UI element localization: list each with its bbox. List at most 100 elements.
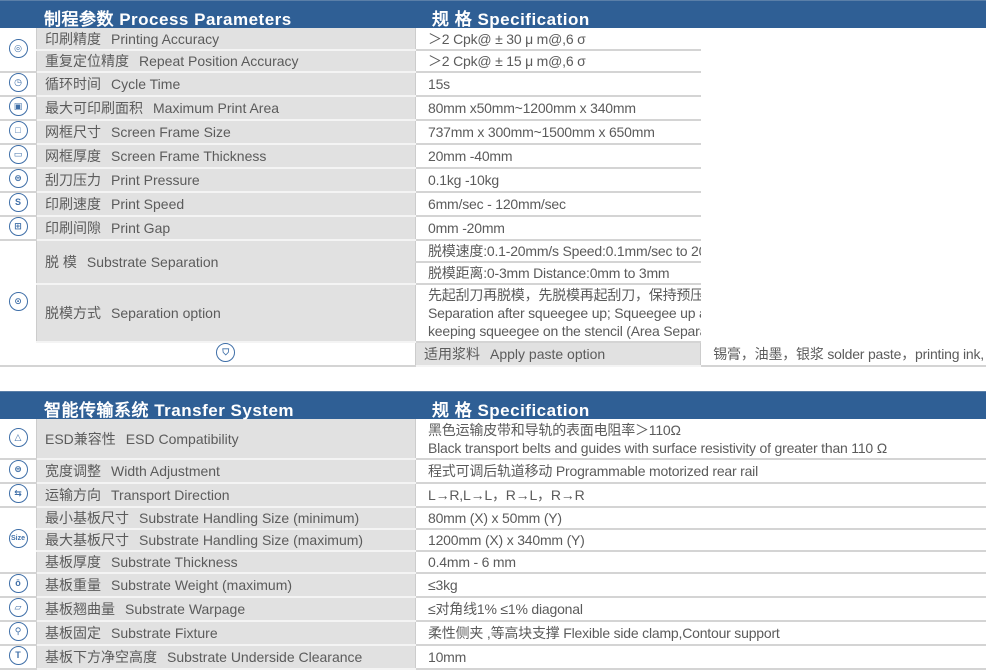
parameter-label: 基板翘曲量 Substrate Warpage xyxy=(37,597,416,621)
label-en: Substrate Warpage xyxy=(125,601,245,617)
icon-cell: ⛉ xyxy=(37,342,416,366)
process-parameters-section: 制程参数 Process Parameters 规 格 Specificatio… xyxy=(0,0,986,367)
label-en: Screen Frame Thickness xyxy=(111,148,266,164)
spec-line: ＞2 Cpk@ ± 30 μ m@,6 σ xyxy=(428,30,701,48)
spec-line: 80mm x50mm~1200mm x 340mm xyxy=(428,99,701,117)
spec-value: ＞2 Cpk@ ± 15 μ m@,6 σ xyxy=(416,50,701,72)
clearance-icon: T xyxy=(9,646,28,665)
paste-cup-icon: ⛉ xyxy=(216,343,235,362)
label-cn: 宽度调整 xyxy=(45,463,101,479)
label-en: Print Speed xyxy=(111,196,184,212)
spec-value: 6mm/sec - 120mm/sec xyxy=(416,192,701,216)
transport-direction-icon: ⇆ xyxy=(9,484,28,503)
spec-value: 80mm x50mm~1200mm x 340mm xyxy=(416,96,701,120)
print-area-icon: ▣ xyxy=(9,97,28,116)
target-icon: ◎ xyxy=(9,39,28,58)
label-en: Substrate Underside Clearance xyxy=(167,649,362,665)
speed-icon: S xyxy=(9,193,28,212)
label-en: Substrate Weight (maximum) xyxy=(111,577,292,593)
spec-line: 80mm (X) x 50mm (Y) xyxy=(428,509,986,527)
spec-value: ＞2 Cpk@ ± 30 μ m@,6 σ xyxy=(416,28,701,50)
label-cn: 脱 模 xyxy=(45,254,77,270)
spec-value: 先起刮刀再脱模，先脱模再起刮刀，保持预压力脱模（面脱模，线脱模）Separati… xyxy=(416,284,701,342)
spec-line: 737mm x 300mm~1500mm x 650mm xyxy=(428,123,701,141)
icon-cell: △ xyxy=(0,419,37,459)
label-en: Screen Frame Size xyxy=(111,124,231,140)
icon-cell: ⊜ xyxy=(0,168,37,192)
table-row: T 基板下方净空高度 Substrate Underside Clearance 10… xyxy=(0,645,986,669)
weight-icon: ō xyxy=(9,574,28,593)
spec-line: Separation after squeegee up; Squeegee u… xyxy=(428,304,701,322)
spec-line: keeping squeegee on the stencil (Area Se… xyxy=(428,322,701,340)
label-en: Width Adjustment xyxy=(111,463,220,479)
label-cn: 基板厚度 xyxy=(45,554,101,570)
parameter-label: 宽度调整 Width Adjustment xyxy=(37,459,416,483)
spec-line: 6mm/sec - 120mm/sec xyxy=(428,195,701,213)
icon-cell: ⇆ xyxy=(0,483,37,507)
label-cn: 最大可印刷面积 xyxy=(45,100,143,116)
spec-line: ≤对角线1% ≤1% diagonal xyxy=(428,600,986,618)
screen-frame-icon: □ xyxy=(9,121,28,140)
spec-line: L→R,L→L，R→L，R→R xyxy=(428,486,986,504)
label-cn: 重复定位精度 xyxy=(45,53,129,69)
fixture-icon: ⚲ xyxy=(9,622,28,641)
table-row: 最大基板尺寸 Substrate Handling Size (maximum) 1… xyxy=(0,529,986,551)
spec-value: 柔性侧夹 ,等高块支撑 Flexible side clamp,Contour … xyxy=(416,621,986,645)
label-cn: 基板翘曲量 xyxy=(45,601,115,617)
icon-cell: ◷ xyxy=(0,72,37,96)
icon-cell: ▭ xyxy=(0,144,37,168)
spec-line: 10mm xyxy=(428,648,986,666)
spec-line: 20mm -40mm xyxy=(428,147,701,165)
table-row: ▭ 网框厚度 Screen Frame Thickness 20mm -40mm xyxy=(0,144,986,168)
spec-line: 程式可调后轨道移动 Programmable motorized rear ra… xyxy=(428,462,986,480)
spec-line: 15s xyxy=(428,75,701,93)
clock-icon: ◷ xyxy=(9,73,28,92)
header-title: 制程参数 Process Parameters xyxy=(44,5,292,30)
spec-line: 黑色运输皮带和导轨的表面电阻率＞110Ω xyxy=(428,421,986,439)
parameter-label: 网框厚度 Screen Frame Thickness xyxy=(37,144,416,168)
icon-cell: ⊙ xyxy=(0,240,37,366)
icon-cell: ⊜ xyxy=(0,459,37,483)
section-header: 智能传输系统 Transfer System 规 格 Specification xyxy=(0,391,986,419)
spec-line: 1200mm (X) x 340mm (Y) xyxy=(428,531,986,549)
spec-value: 737mm x 300mm~1500mm x 650mm xyxy=(416,120,701,144)
spec-value: 0mm -20mm xyxy=(416,216,701,240)
spec-line: 0.1kg -10kg xyxy=(428,171,701,189)
icon-cell: ⊞ xyxy=(0,216,37,240)
spec-line: 0.4mm - 6 mm xyxy=(428,553,986,571)
spec-value: 15s xyxy=(416,72,701,96)
size-icon: Size xyxy=(9,529,28,548)
label-en: ESD Compatibility xyxy=(126,431,239,447)
separation-icon: ⊙ xyxy=(9,292,28,311)
label-cn: 印刷间隙 xyxy=(45,220,101,236)
label-en: Printing Accuracy xyxy=(111,31,219,47)
transfer-table: △ ESD兼容性 ESD Compatibility 黑色运输皮带和导轨的表面电阻率＞… xyxy=(0,419,986,670)
label-cn: ESD兼容性 xyxy=(45,431,116,447)
transfer-system-section: 智能传输系统 Transfer System 规 格 Specification… xyxy=(0,391,986,670)
label-cn: 网框厚度 xyxy=(45,148,101,164)
icon-cell: ▣ xyxy=(0,96,37,120)
spec-value: 0.1kg -10kg xyxy=(416,168,701,192)
label-en: Substrate Thickness xyxy=(111,554,238,570)
section-spacer xyxy=(0,367,986,391)
label-en: Substrate Handling Size (maximum) xyxy=(139,532,363,548)
spec-value: L→R,L→L，R→L，R→R xyxy=(416,483,986,507)
label-cn: 基板下方净空高度 xyxy=(45,649,157,665)
warpage-icon: ▱ xyxy=(9,598,28,617)
label-cn: 脱模方式 xyxy=(45,305,101,321)
label-cn: 最大基板尺寸 xyxy=(45,532,129,548)
parameter-label: 基板厚度 Substrate Thickness xyxy=(37,551,416,573)
icon-cell: ◎ xyxy=(0,28,37,72)
label-cn: 适用浆料 xyxy=(424,346,480,362)
